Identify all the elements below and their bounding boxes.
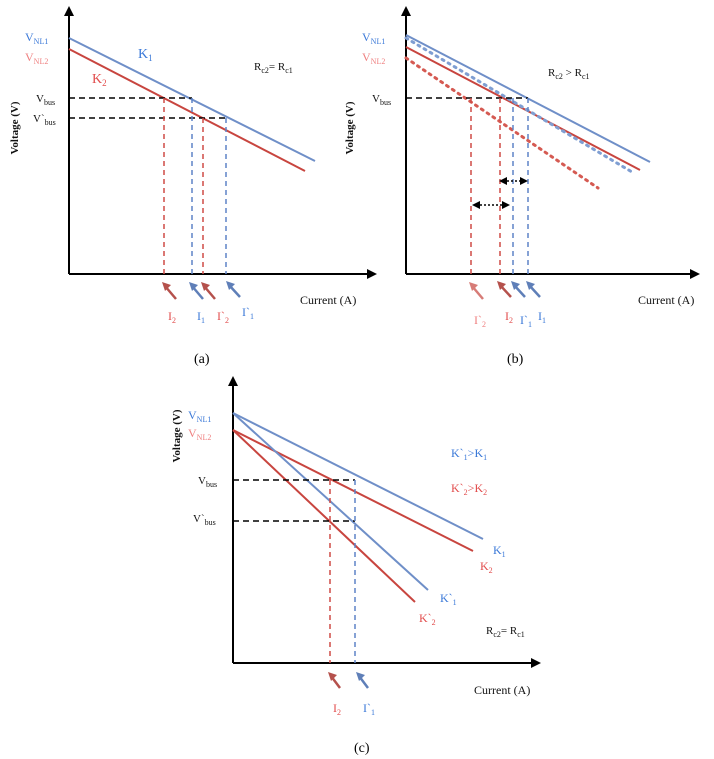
k2-prime-line [232,429,416,603]
vnl2-label: VNL2 [188,426,211,442]
caption-c: (c) [354,741,370,756]
k2-line [232,429,474,552]
k2-line [405,46,641,171]
rc-label: Rc2= Rc1 [486,625,525,639]
delta-arrows [472,177,528,209]
vnl1-label: VNL1 [188,408,211,424]
i1-prime-label: I`1 [520,313,532,329]
k2-label: K2 [92,72,107,88]
vnl1-label: VNL1 [362,30,385,46]
i1-prime-label: I`1 [363,701,375,717]
current-arrows [162,281,241,300]
y-axis-arrowhead [64,6,74,16]
panel-c: Voltage (V) Current (A) VNL1 VNL2 Vbus V… [171,376,541,756]
rc-label: Rc2= Rc1 [254,61,293,75]
i2-label: I2 [168,309,176,325]
x-axis-label: Current (A) [474,683,530,697]
panel-b: Voltage (V) Current (A) [344,6,700,367]
y-axis-arrowhead [228,376,238,386]
y-axis-label: Voltage (V) [344,101,356,154]
k1-prime-label: K`1 [440,591,457,607]
i2-prime-label: I`2 [217,309,229,325]
condition-k2: K`2>K2 [451,481,487,497]
k2-line [68,48,306,172]
vbus-prime-label: V`bus [193,513,216,527]
y-axis-arrowhead [401,6,411,16]
panel-a: Voltage (V) Current (A) VNL1 VNL2 K1 K2 … [9,6,377,367]
i1-label: I1 [538,309,546,325]
rc-label: Rc2 > Rc1 [548,67,590,81]
vnl2-label: VNL2 [362,50,385,66]
vbus-prime-label: V`bus [33,113,56,127]
k1-prime-dotted-line [404,36,634,174]
current-arrows [469,281,541,300]
current-arrows [328,672,369,689]
x-axis-label: Current (A) [300,293,356,307]
condition-k1: K`1>K1 [451,446,487,462]
i1-label: I1 [197,309,205,325]
x-axis-arrowhead [690,269,700,279]
vnl1-label: VNL1 [25,30,48,46]
k2-label: K2 [480,559,493,575]
k1-label: K1 [138,47,153,63]
caption-b: (b) [507,352,524,367]
x-axis-arrowhead [367,269,377,279]
vbus-label: Vbus [198,475,217,489]
vnl2-label: VNL2 [25,50,48,66]
i2-label: I2 [505,309,513,325]
vbus-label: Vbus [372,93,391,107]
i1-prime-label: I`1 [242,305,254,321]
caption-a: (a) [194,352,210,367]
i2-prime-label: I`2 [474,313,486,329]
k1-line [232,412,484,540]
k1-label: K1 [493,543,506,559]
i2-label: I2 [333,701,341,717]
y-axis-label: Voltage (V) [171,409,183,462]
k2-prime-label: K`2 [419,611,436,627]
x-axis-arrowhead [531,658,541,668]
vbus-label: Vbus [36,93,55,107]
y-axis-label: Voltage (V) [9,101,21,154]
x-axis-label: Current (A) [638,293,694,307]
